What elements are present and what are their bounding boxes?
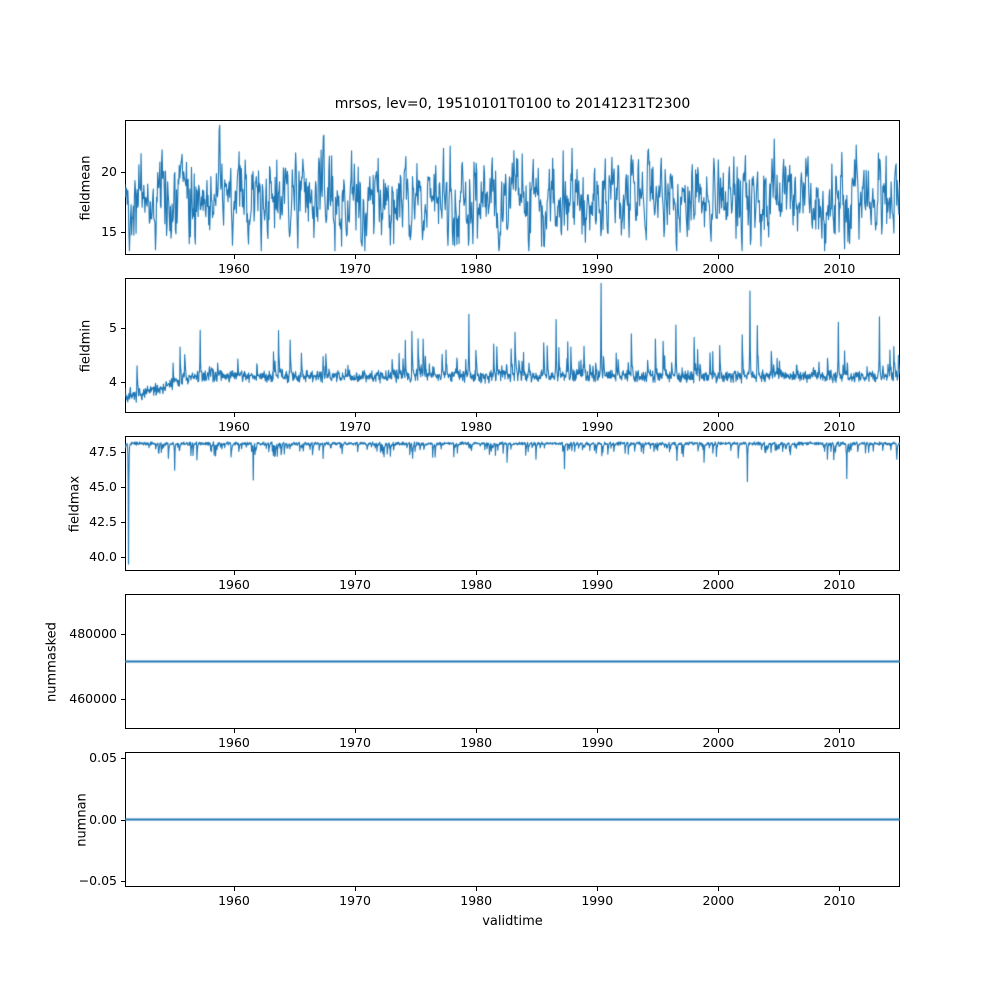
x-tick-label: 1980 <box>460 893 493 908</box>
x-tick-label: 1960 <box>218 419 250 434</box>
y-tick-label: 0.05 <box>89 750 117 766</box>
x-tick <box>718 571 720 575</box>
x-tick <box>718 887 720 891</box>
plot-canvas-fieldmax <box>125 436 900 571</box>
x-tick-label: 2010 <box>823 893 856 908</box>
y-tick-label: 20 <box>101 163 117 179</box>
x-tick <box>233 729 235 733</box>
y-tick-label: 0.00 <box>89 811 117 827</box>
y-tick-label: 460000 <box>69 691 117 707</box>
y-tick-label: 15 <box>101 223 117 239</box>
plot-canvas-fieldmin <box>125 278 900 413</box>
x-tick <box>839 571 841 575</box>
y-tick <box>121 556 125 558</box>
x-tick-label: 1960 <box>218 735 250 750</box>
x-tick <box>597 413 599 417</box>
x-tick-label: 1990 <box>581 735 614 750</box>
y-tick <box>121 171 125 173</box>
x-tick-label: 2000 <box>702 893 735 908</box>
x-tick <box>355 729 357 733</box>
x-tick-label: 1980 <box>460 419 493 434</box>
x-tick <box>355 255 357 259</box>
x-tick <box>597 887 599 891</box>
y-tick <box>121 327 125 329</box>
y-tick <box>121 758 125 760</box>
y-axis-label-fieldmin: fieldmin <box>78 319 94 372</box>
x-axis-label: validtime <box>482 914 543 929</box>
x-tick-label: 1970 <box>339 419 371 434</box>
x-tick <box>355 571 357 575</box>
x-tick-label: 2000 <box>702 419 735 434</box>
x-tick-label: 1980 <box>460 261 493 276</box>
x-tick-label: 2000 <box>702 261 735 276</box>
x-tick-label: 2000 <box>702 735 735 750</box>
plot-canvas-numnan <box>125 752 900 887</box>
x-tick-label: 1960 <box>218 893 250 908</box>
y-tick-label: 42.5 <box>89 513 117 529</box>
x-tick <box>839 413 841 417</box>
y-tick <box>121 880 125 882</box>
x-tick-label: 1960 <box>218 261 250 276</box>
x-tick <box>355 413 357 417</box>
y-tick-label: 4 <box>109 373 117 389</box>
x-tick <box>597 729 599 733</box>
x-tick-label: 2010 <box>823 577 856 592</box>
y-axis-label-numnan: numnan <box>74 792 90 847</box>
x-tick-label: 2010 <box>823 419 856 434</box>
x-tick-label: 2010 <box>823 261 856 276</box>
x-tick-label: 1990 <box>581 577 614 592</box>
y-tick <box>121 633 125 635</box>
y-tick-label: −0.05 <box>78 872 117 888</box>
y-tick-label: 480000 <box>69 625 117 641</box>
x-tick <box>839 255 841 259</box>
y-axis-label-nummasked: nummasked <box>44 621 60 702</box>
y-tick <box>121 521 125 523</box>
y-tick <box>121 486 125 488</box>
x-tick <box>476 571 478 575</box>
y-tick-label: 5 <box>109 319 117 335</box>
x-tick <box>476 255 478 259</box>
y-axis-label-fieldmean: fieldmean <box>78 155 94 220</box>
x-tick-label: 1990 <box>581 261 614 276</box>
x-tick-label: 1980 <box>460 735 493 750</box>
figure-title: mrsos, lev=0, 19510101T0100 to 20141231T… <box>334 96 691 112</box>
x-tick-label: 1970 <box>339 577 371 592</box>
x-tick-label: 2010 <box>823 735 856 750</box>
y-tick-label: 40.0 <box>89 548 117 564</box>
x-tick-label: 1990 <box>581 893 614 908</box>
y-tick <box>121 381 125 383</box>
x-tick-label: 1970 <box>339 261 371 276</box>
x-tick <box>476 729 478 733</box>
x-tick <box>233 571 235 575</box>
x-tick <box>476 887 478 891</box>
x-tick-label: 2000 <box>702 577 735 592</box>
y-tick-label: 47.5 <box>89 443 117 459</box>
x-tick <box>233 255 235 259</box>
x-tick-label: 1970 <box>339 735 371 750</box>
y-tick <box>121 699 125 701</box>
y-axis-label-fieldmax: fieldmax <box>67 475 83 532</box>
x-tick-label: 1960 <box>218 577 250 592</box>
x-tick <box>476 413 478 417</box>
x-tick <box>718 255 720 259</box>
x-tick <box>597 571 599 575</box>
x-tick <box>597 255 599 259</box>
x-tick <box>233 887 235 891</box>
x-tick-label: 1970 <box>339 893 371 908</box>
plot-canvas-fieldmean <box>125 120 900 255</box>
y-tick-label: 45.0 <box>89 478 117 494</box>
x-tick-label: 1980 <box>460 577 493 592</box>
x-tick <box>355 887 357 891</box>
x-tick <box>233 413 235 417</box>
x-tick <box>839 887 841 891</box>
x-tick-label: 1990 <box>581 419 614 434</box>
plot-canvas-nummasked <box>125 594 900 729</box>
x-tick <box>718 413 720 417</box>
x-tick <box>839 729 841 733</box>
y-tick <box>121 451 125 453</box>
y-tick <box>121 231 125 233</box>
y-tick <box>121 819 125 821</box>
x-tick <box>718 729 720 733</box>
